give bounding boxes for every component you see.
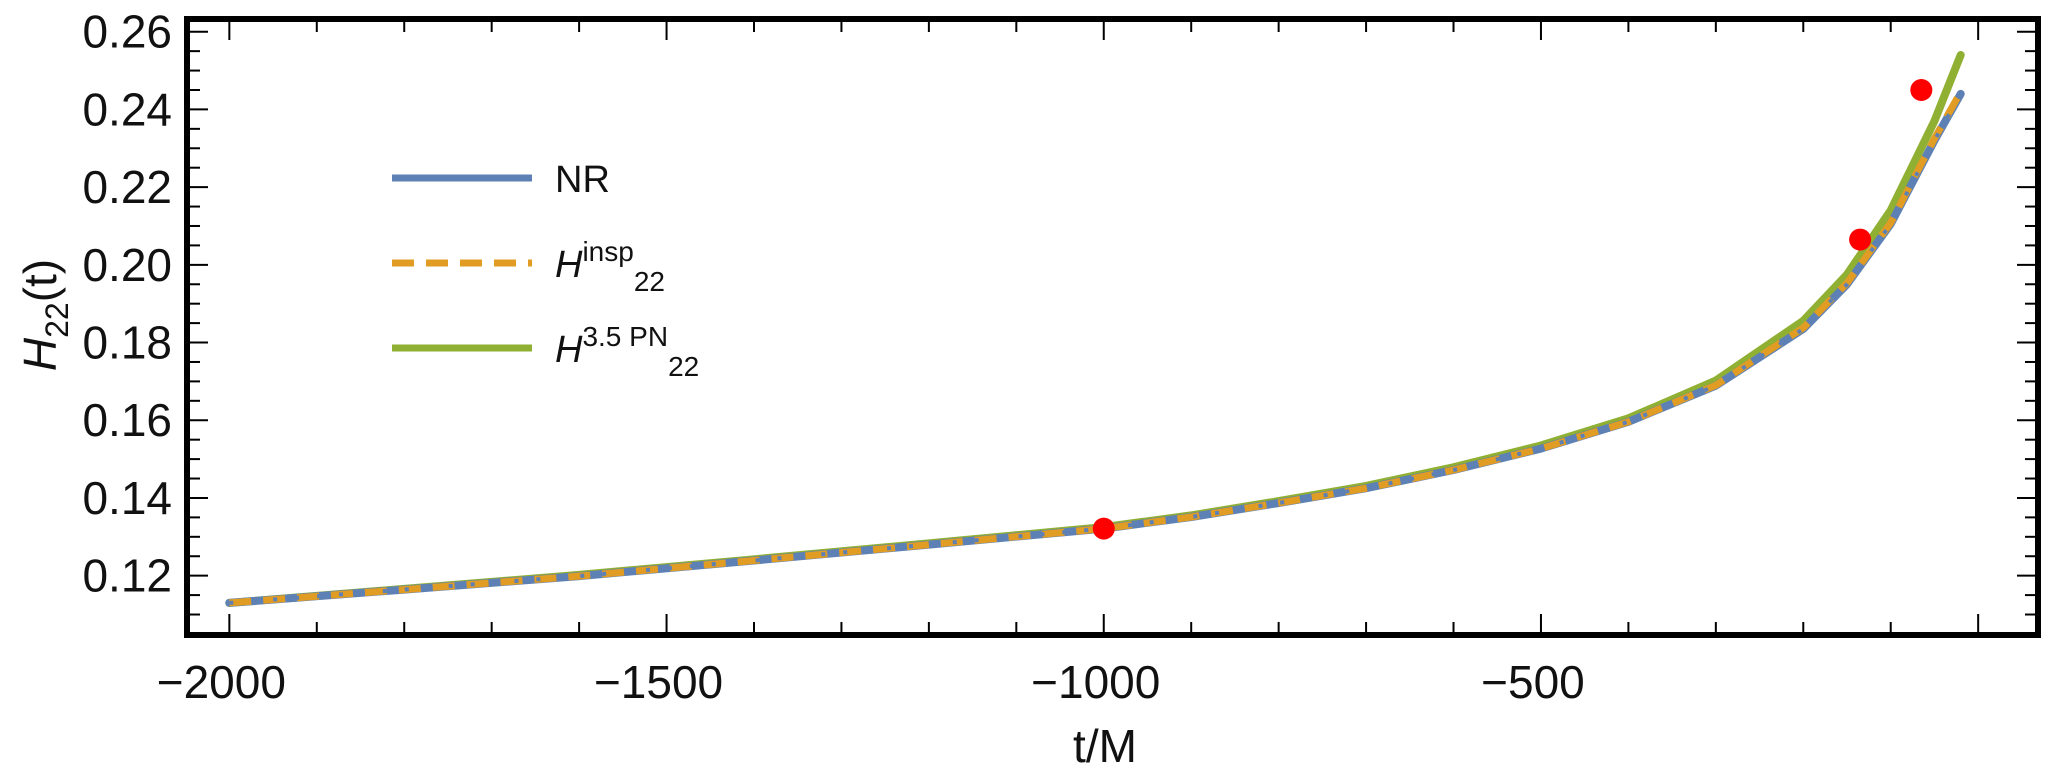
plot-series bbox=[225, 51, 1965, 607]
y-tick-label: 0.14 bbox=[82, 472, 172, 524]
marker-point-1 bbox=[1092, 517, 1115, 540]
legend-label-3-5pn: H3.5 PN22 bbox=[555, 321, 699, 382]
marker-point-2 bbox=[1849, 228, 1872, 251]
legend-label-insp-sub: 22 bbox=[634, 266, 665, 297]
legend-item-nr: NR bbox=[392, 159, 610, 201]
y-tick-label: 0.24 bbox=[82, 83, 172, 135]
y-tick-label: 0.18 bbox=[82, 317, 172, 369]
x-tick-label: −1000 bbox=[1031, 656, 1160, 708]
legend-label-3-5pn-main: H bbox=[555, 329, 583, 371]
legend-label-insp: Hinsp22 bbox=[555, 236, 665, 297]
y-axis-title-rest: (t) bbox=[14, 259, 66, 302]
marker-point-3 bbox=[1910, 78, 1933, 101]
y-tick-label: 0.12 bbox=[82, 550, 172, 602]
legend: NR Hinsp22 H3.5 PN22 bbox=[392, 159, 699, 382]
x-axis-ticks: −2000 −1500 −1000 −500 bbox=[157, 22, 1980, 708]
x-tick-label: −2000 bbox=[157, 656, 286, 708]
y-axis-title: H22(t) bbox=[14, 259, 75, 371]
y-tick-label: 0.16 bbox=[82, 394, 172, 446]
plot-frame bbox=[184, 16, 2041, 638]
y-axis-ticks: 0.12 0.14 0.16 0.18 0.20 0.22 0.24 0.26 bbox=[82, 6, 2035, 616]
y-tick-label: 0.20 bbox=[82, 239, 172, 291]
plot-markers bbox=[1092, 78, 1933, 540]
legend-label-insp-sup: insp bbox=[582, 236, 633, 267]
legend-label-nr: NR bbox=[555, 159, 610, 201]
x-tick-label: −1500 bbox=[594, 656, 723, 708]
series-line-insp bbox=[229, 90, 1964, 607]
x-axis-title: t/M bbox=[1073, 720, 1137, 772]
legend-item-insp: Hinsp22 bbox=[392, 236, 665, 297]
y-axis-title-sub: 22 bbox=[39, 302, 75, 338]
series-line-3-5pn bbox=[225, 51, 1965, 607]
y-tick-label: 0.22 bbox=[82, 161, 172, 213]
y-axis-title-main: H bbox=[14, 337, 66, 371]
legend-label-3-5pn-sub: 22 bbox=[668, 351, 699, 382]
legend-label-3-5pn-sup: 3.5 PN bbox=[582, 321, 668, 352]
y-tick-label: 0.26 bbox=[82, 6, 172, 58]
legend-label-insp-main: H bbox=[555, 244, 583, 286]
legend-item-3-5pn: H3.5 PN22 bbox=[392, 321, 699, 382]
x-tick-label: −500 bbox=[1481, 656, 1585, 708]
